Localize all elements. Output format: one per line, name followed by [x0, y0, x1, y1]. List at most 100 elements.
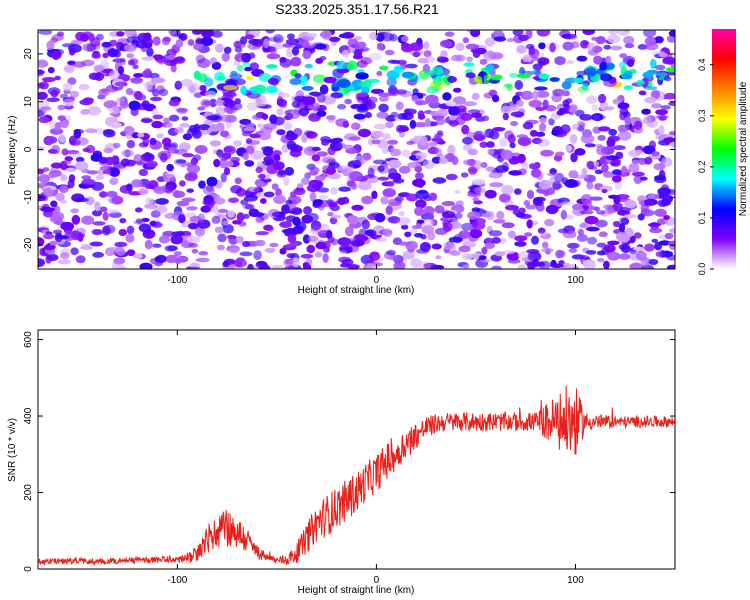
spectrogram-cell [269, 114, 278, 124]
spectrogram-cell [134, 207, 143, 213]
spectrogram-cell [257, 123, 264, 128]
spectrogram-cell [481, 212, 492, 218]
spectrogram-cell [263, 38, 270, 49]
spectrogram-cell [266, 53, 281, 60]
spectrogram-cell [311, 154, 321, 162]
spectrogram-cell [152, 54, 164, 60]
spectrogram-cell [605, 55, 612, 64]
spectrogram-cell [462, 144, 472, 151]
spectrogram-cell [441, 200, 456, 207]
spectrogram-cell [184, 172, 198, 182]
spectrogram-cell [612, 220, 621, 228]
spectrogram-cell [219, 158, 229, 169]
spectrogram-cell [559, 108, 566, 114]
spectrogram-cell [434, 205, 445, 214]
spectrogram-cell [507, 105, 519, 111]
spectrogram-cell [517, 264, 527, 269]
spectrogram-cell [567, 242, 580, 249]
spectrogram-cell [271, 265, 284, 269]
spectrogram-cell [412, 178, 426, 187]
spectrogram-cell [102, 52, 109, 59]
spectrogram-cell [658, 124, 665, 135]
spectrogram-cell [516, 45, 527, 54]
spectrogram-cell [368, 32, 378, 40]
spectrogram-cell [463, 62, 475, 67]
spectrogram-cell [585, 250, 597, 255]
spectrogram-cell [643, 86, 658, 91]
snr-x-ticks: -100 0 100 [167, 330, 584, 586]
spectrogram-cell [620, 217, 630, 225]
spectrogram-cell [436, 130, 444, 136]
spectrogram-cell [442, 92, 452, 101]
spectrogram-cell [409, 119, 417, 129]
spectrogram-cell [236, 212, 245, 222]
spectrogram-cell [125, 88, 134, 95]
spectrogram-cell [437, 56, 449, 63]
spectrogram-cell [461, 124, 470, 135]
spectrogram-cell [254, 99, 268, 107]
spectrogram-cell [133, 73, 144, 78]
spectrogram-cell [650, 89, 661, 100]
spectrogram-cell [458, 245, 471, 253]
spectrogram-cell [415, 199, 427, 209]
spectrogram-cell [80, 108, 90, 115]
spectrogram-cell [92, 251, 104, 258]
spectrogram-cell [286, 33, 295, 40]
spectrogram-cell [604, 106, 615, 111]
spectrogram-cell [285, 243, 298, 248]
spectrogram-cell [105, 156, 116, 166]
spectrogram-cell [291, 46, 300, 56]
spectrogram-cell [526, 219, 533, 229]
spectrogram-cell [271, 183, 279, 191]
spectrogram-cell [163, 117, 171, 123]
spectrogram-cell [347, 215, 359, 225]
spectrogram-cell [427, 70, 435, 77]
spectrogram-cell [569, 33, 577, 39]
spectrogram-cell [484, 237, 494, 243]
spectrogram-cell [74, 161, 89, 171]
spectrogram-cell [103, 100, 118, 109]
spectrogram-cell [137, 32, 150, 43]
spectrogram-cell [319, 84, 329, 95]
snr-x-label: Height of straight line (km) [298, 585, 415, 596]
spectrogram-cell [187, 222, 199, 230]
spectrogram-cell [435, 109, 449, 117]
spectrogram-cell [75, 255, 86, 264]
spectrogram-cell [448, 106, 460, 116]
spectrogram-cell [381, 146, 389, 154]
spectrogram-cell [329, 141, 343, 152]
spectrogram-cell [297, 183, 304, 189]
spectrogram-cell [442, 221, 453, 232]
spectrogram-cell [366, 263, 376, 269]
spectrogram-cell [240, 85, 247, 95]
colorbar: 0.0 0.1 0.2 0.3 0.4 Normalized spectral ampl… [697, 29, 749, 275]
spectrogram-cell [640, 257, 651, 267]
spectrogram-cell [406, 140, 415, 145]
spectrogram-cell [460, 112, 473, 121]
spectrogram-cell [193, 70, 201, 80]
spectrogram-cell [287, 234, 297, 244]
spectrogram-cell [377, 176, 390, 181]
spectrogram-cell [59, 185, 69, 194]
spectrogram-cell [401, 43, 414, 53]
spectrogram-cell [337, 197, 346, 205]
spectrogram-cell [409, 228, 418, 234]
spectrogram-cell [244, 160, 255, 167]
spectrogram-cell [471, 179, 486, 185]
spectrogram-cell [46, 40, 55, 51]
spectrogram-cell [598, 93, 607, 104]
colorbar-ticks: 0.0 0.1 0.2 0.3 0.4 [697, 58, 714, 275]
spectrogram-cell [364, 229, 377, 237]
spectrogram-cell [484, 242, 495, 250]
spectrogram-cell [579, 114, 593, 121]
spectrogram-cell [544, 105, 557, 112]
spectrogram-cell [255, 166, 263, 174]
spectrogram-cell [65, 167, 77, 172]
spectrogram-cell [534, 86, 548, 91]
spectrogram-cell [43, 136, 54, 146]
spectrogram-cell [618, 223, 626, 233]
spectrogram-cell [179, 123, 190, 128]
spectrogram-cell [219, 152, 230, 161]
spectrogram-cell [386, 249, 396, 256]
spectrogram-cell [629, 249, 637, 255]
